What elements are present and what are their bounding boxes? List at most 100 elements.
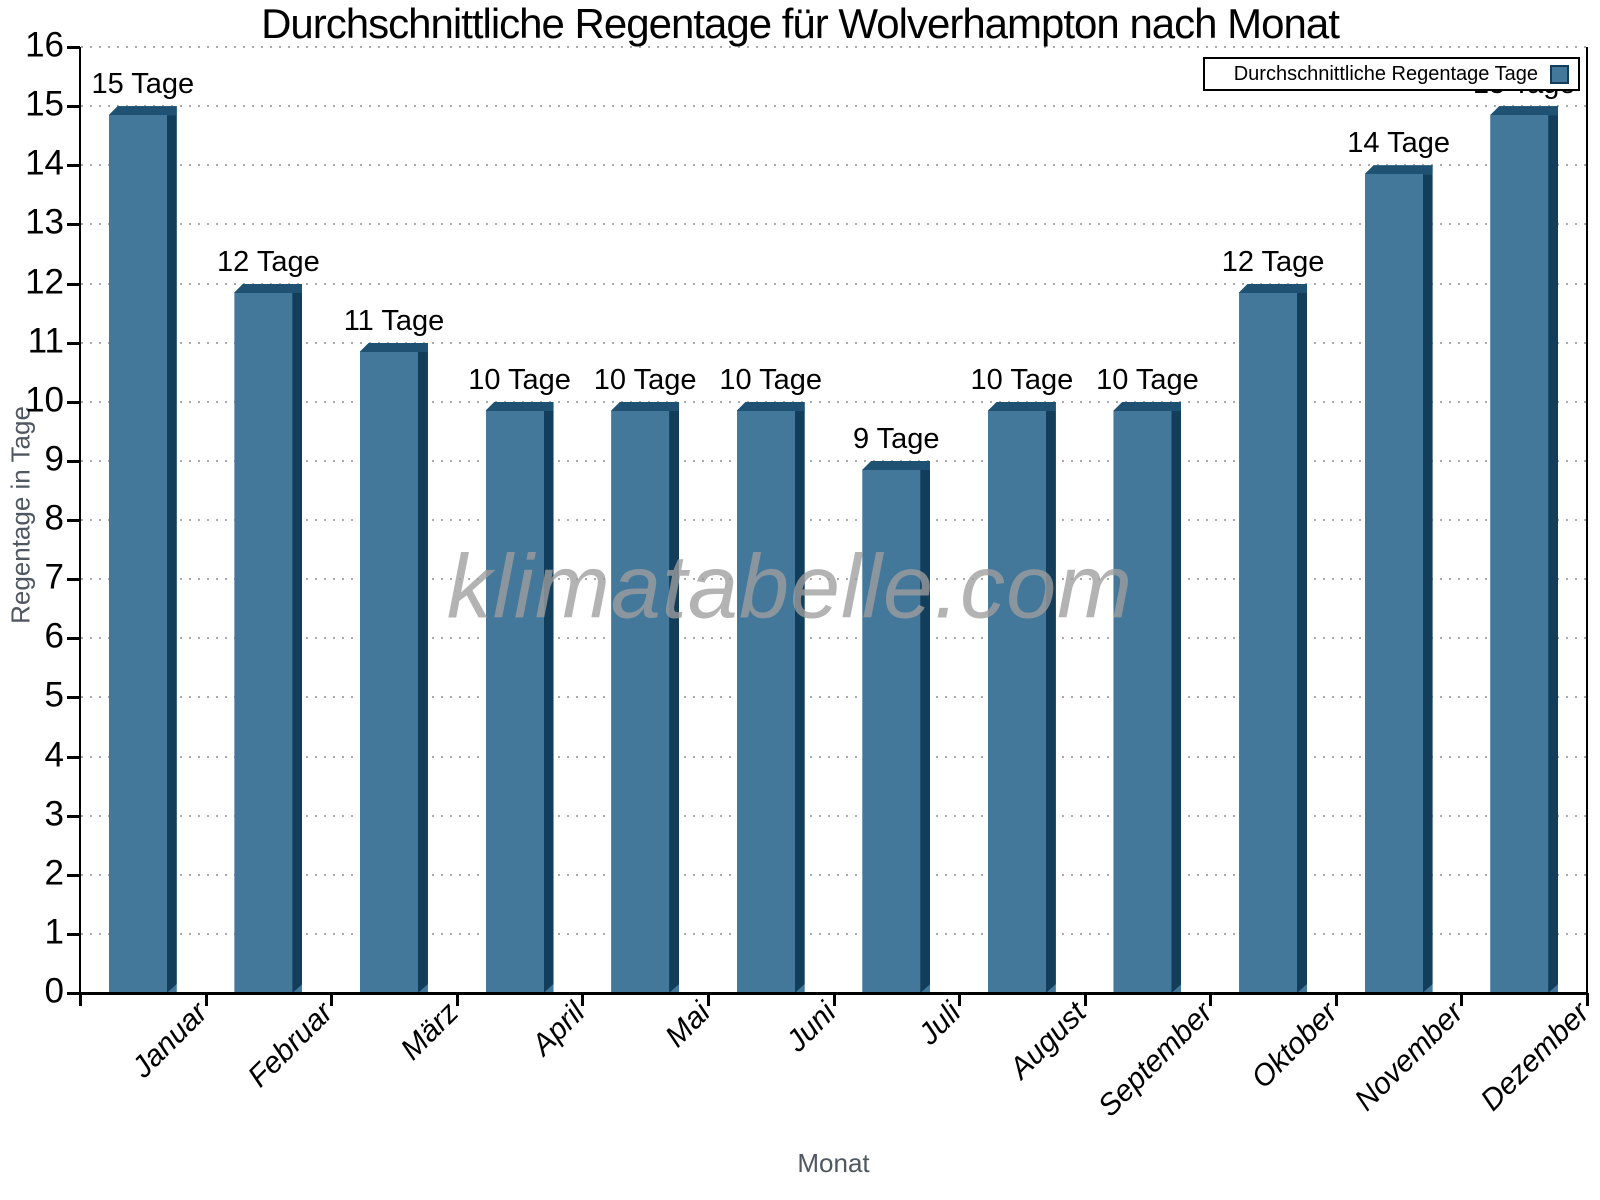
plot-right-border — [1586, 47, 1588, 995]
bar-top-bevel — [234, 283, 303, 293]
bar-top-bevel — [485, 401, 554, 411]
gridline — [81, 400, 1587, 403]
bar-side-shadow — [1046, 411, 1056, 993]
y-tick — [67, 992, 80, 995]
y-tick-label: 14 — [25, 143, 64, 183]
y-tick — [67, 459, 80, 463]
bar-side-shadow — [418, 352, 428, 993]
gridline — [81, 696, 1587, 699]
x-tick — [958, 993, 962, 1006]
y-tick — [67, 814, 80, 818]
gridline — [81, 578, 1587, 581]
x-tick-label-august: August — [1003, 996, 1094, 1086]
bar-side-shadow — [795, 411, 805, 993]
x-tick — [79, 993, 82, 1006]
y-tick-label: 4 — [44, 734, 64, 774]
bar-value-label-februar: 12 Tage — [217, 245, 320, 278]
bar-side-shadow — [669, 411, 679, 993]
x-tick — [204, 993, 208, 1006]
y-tick — [67, 932, 80, 936]
bar-top-bevel — [736, 401, 805, 411]
bar-top-bevel — [359, 342, 428, 352]
bar-top-bevel — [1113, 401, 1182, 411]
bar-side-shadow — [292, 293, 302, 994]
bar-side-shadow — [1423, 174, 1433, 993]
x-tick — [330, 993, 334, 1006]
y-tick-label: 11 — [27, 321, 64, 361]
bar-value-label-juni: 10 Tage — [719, 363, 823, 396]
y-tick — [67, 755, 80, 759]
y-tick-label: 2 — [44, 853, 64, 893]
y-tick — [67, 519, 80, 522]
bar-september — [1113, 401, 1182, 993]
y-tick-label: 12 — [25, 261, 64, 301]
x-tick — [706, 993, 710, 1006]
gridline — [81, 873, 1587, 876]
y-tick — [67, 873, 80, 877]
y-tick — [67, 223, 80, 227]
x-axis-title: Monat — [797, 1148, 870, 1178]
bar-januar — [108, 106, 177, 993]
gridline — [81, 164, 1587, 167]
legend-swatch-icon — [1550, 64, 1569, 84]
gridline — [81, 223, 1587, 226]
legend: Durchschnittliche Regentage Tage — [1203, 57, 1580, 91]
x-tick-label-dezember: Dezember — [1474, 996, 1596, 1118]
gridline — [81, 519, 1587, 521]
x-tick-label-november: November — [1348, 996, 1470, 1118]
bar-value-label-juli: 9 Tage — [853, 422, 940, 455]
y-tick-label: 13 — [25, 202, 64, 242]
bar-top-bevel — [1364, 165, 1433, 175]
x-tick — [1209, 993, 1213, 1006]
gridline — [81, 105, 1587, 108]
bar-dezember — [1490, 106, 1559, 993]
x-tick-label-september: September — [1091, 996, 1219, 1124]
bar-top-bevel — [987, 401, 1056, 411]
x-tick-label-januar: Januar — [125, 996, 215, 1085]
bar-side-shadow — [167, 115, 177, 993]
y-tick-label: 10 — [25, 380, 64, 420]
bar-november — [1364, 165, 1433, 993]
gridline — [81, 341, 1587, 344]
legend-label: Durchschnittliche Regentage Tage — [1233, 62, 1538, 85]
x-tick-label-marz: März — [394, 996, 466, 1067]
gridline — [81, 755, 1587, 758]
bar-august — [987, 401, 1056, 993]
y-tick-label: 15 — [25, 84, 64, 124]
bar-juni — [736, 401, 805, 993]
y-tick-label: 5 — [44, 675, 64, 715]
watermark: klimatabelle.com — [446, 537, 1134, 638]
bar-value-label-januar: 15 Tage — [91, 68, 195, 101]
bar-side-shadow — [920, 470, 930, 993]
y-tick — [67, 164, 80, 168]
gridline — [81, 637, 1587, 640]
bar-side-shadow — [1297, 293, 1307, 994]
bar-april — [485, 401, 554, 993]
y-tick — [67, 282, 80, 286]
y-tick-label: 3 — [44, 794, 64, 834]
bar-oktober — [1239, 283, 1308, 994]
gridline — [81, 932, 1587, 935]
bar-value-label-april: 10 Tage — [468, 363, 571, 396]
bar-value-label-november: 14 Tage — [1347, 127, 1450, 160]
bar-side-shadow — [1548, 115, 1558, 993]
bar-value-label-oktober: 12 Tage — [1221, 245, 1325, 278]
x-tick-label-oktober: Oktober — [1245, 996, 1345, 1095]
gridline — [81, 459, 1587, 462]
bar-top-bevel — [108, 106, 177, 116]
bar-top-bevel — [611, 401, 680, 411]
y-tick-label: 0 — [44, 971, 64, 1011]
bar-value-label-august: 10 Tage — [970, 363, 1074, 396]
bar-value-label-mai: 10 Tage — [593, 363, 697, 396]
x-tick — [832, 993, 836, 1006]
y-tick — [67, 105, 80, 109]
y-tick — [67, 46, 80, 49]
y-tick-label: 7 — [44, 557, 64, 597]
chart-title: Durchschnittliche Regentage für Wolverha… — [261, 0, 1340, 47]
bar-side-shadow — [1171, 411, 1181, 993]
x-tick — [455, 993, 459, 1006]
bar-mai — [611, 401, 680, 993]
y-tick — [67, 341, 80, 345]
bar-top-bevel — [862, 460, 931, 470]
